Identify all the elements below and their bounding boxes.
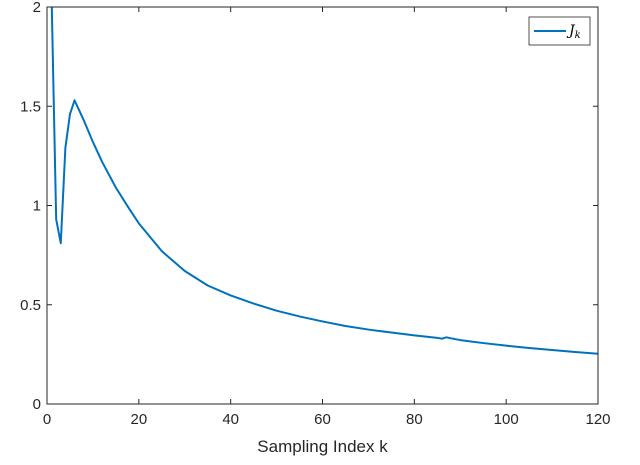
- x-tick-label: 80: [406, 411, 423, 428]
- x-axis-ticks: 0 20 40 60 80 100 120: [43, 7, 611, 428]
- y-axis-ticks: 0 0.5 1 1.5 2: [20, 0, 598, 413]
- x-axis-label: Sampling Index k: [257, 437, 388, 456]
- x-tick-label: 40: [222, 411, 239, 428]
- x-tick-label: 20: [130, 411, 147, 428]
- y-tick-label: 0: [33, 396, 41, 413]
- legend: Jk: [528, 16, 591, 46]
- x-tick-label: 100: [494, 411, 519, 428]
- y-tick-label: 2: [33, 0, 41, 16]
- y-tick-label: 1: [33, 198, 41, 215]
- x-tick-label: 60: [314, 411, 331, 428]
- x-tick-label: 120: [585, 411, 610, 428]
- y-tick-label: 1.5: [20, 98, 41, 115]
- axes-frame: [46, 6, 599, 405]
- legend-series-label: Jk: [566, 23, 581, 41]
- x-tick-label: 0: [43, 411, 51, 428]
- plot-area: [50, 7, 598, 355]
- y-tick-label: 0.5: [20, 297, 41, 314]
- series-line-jk: [50, 7, 598, 355]
